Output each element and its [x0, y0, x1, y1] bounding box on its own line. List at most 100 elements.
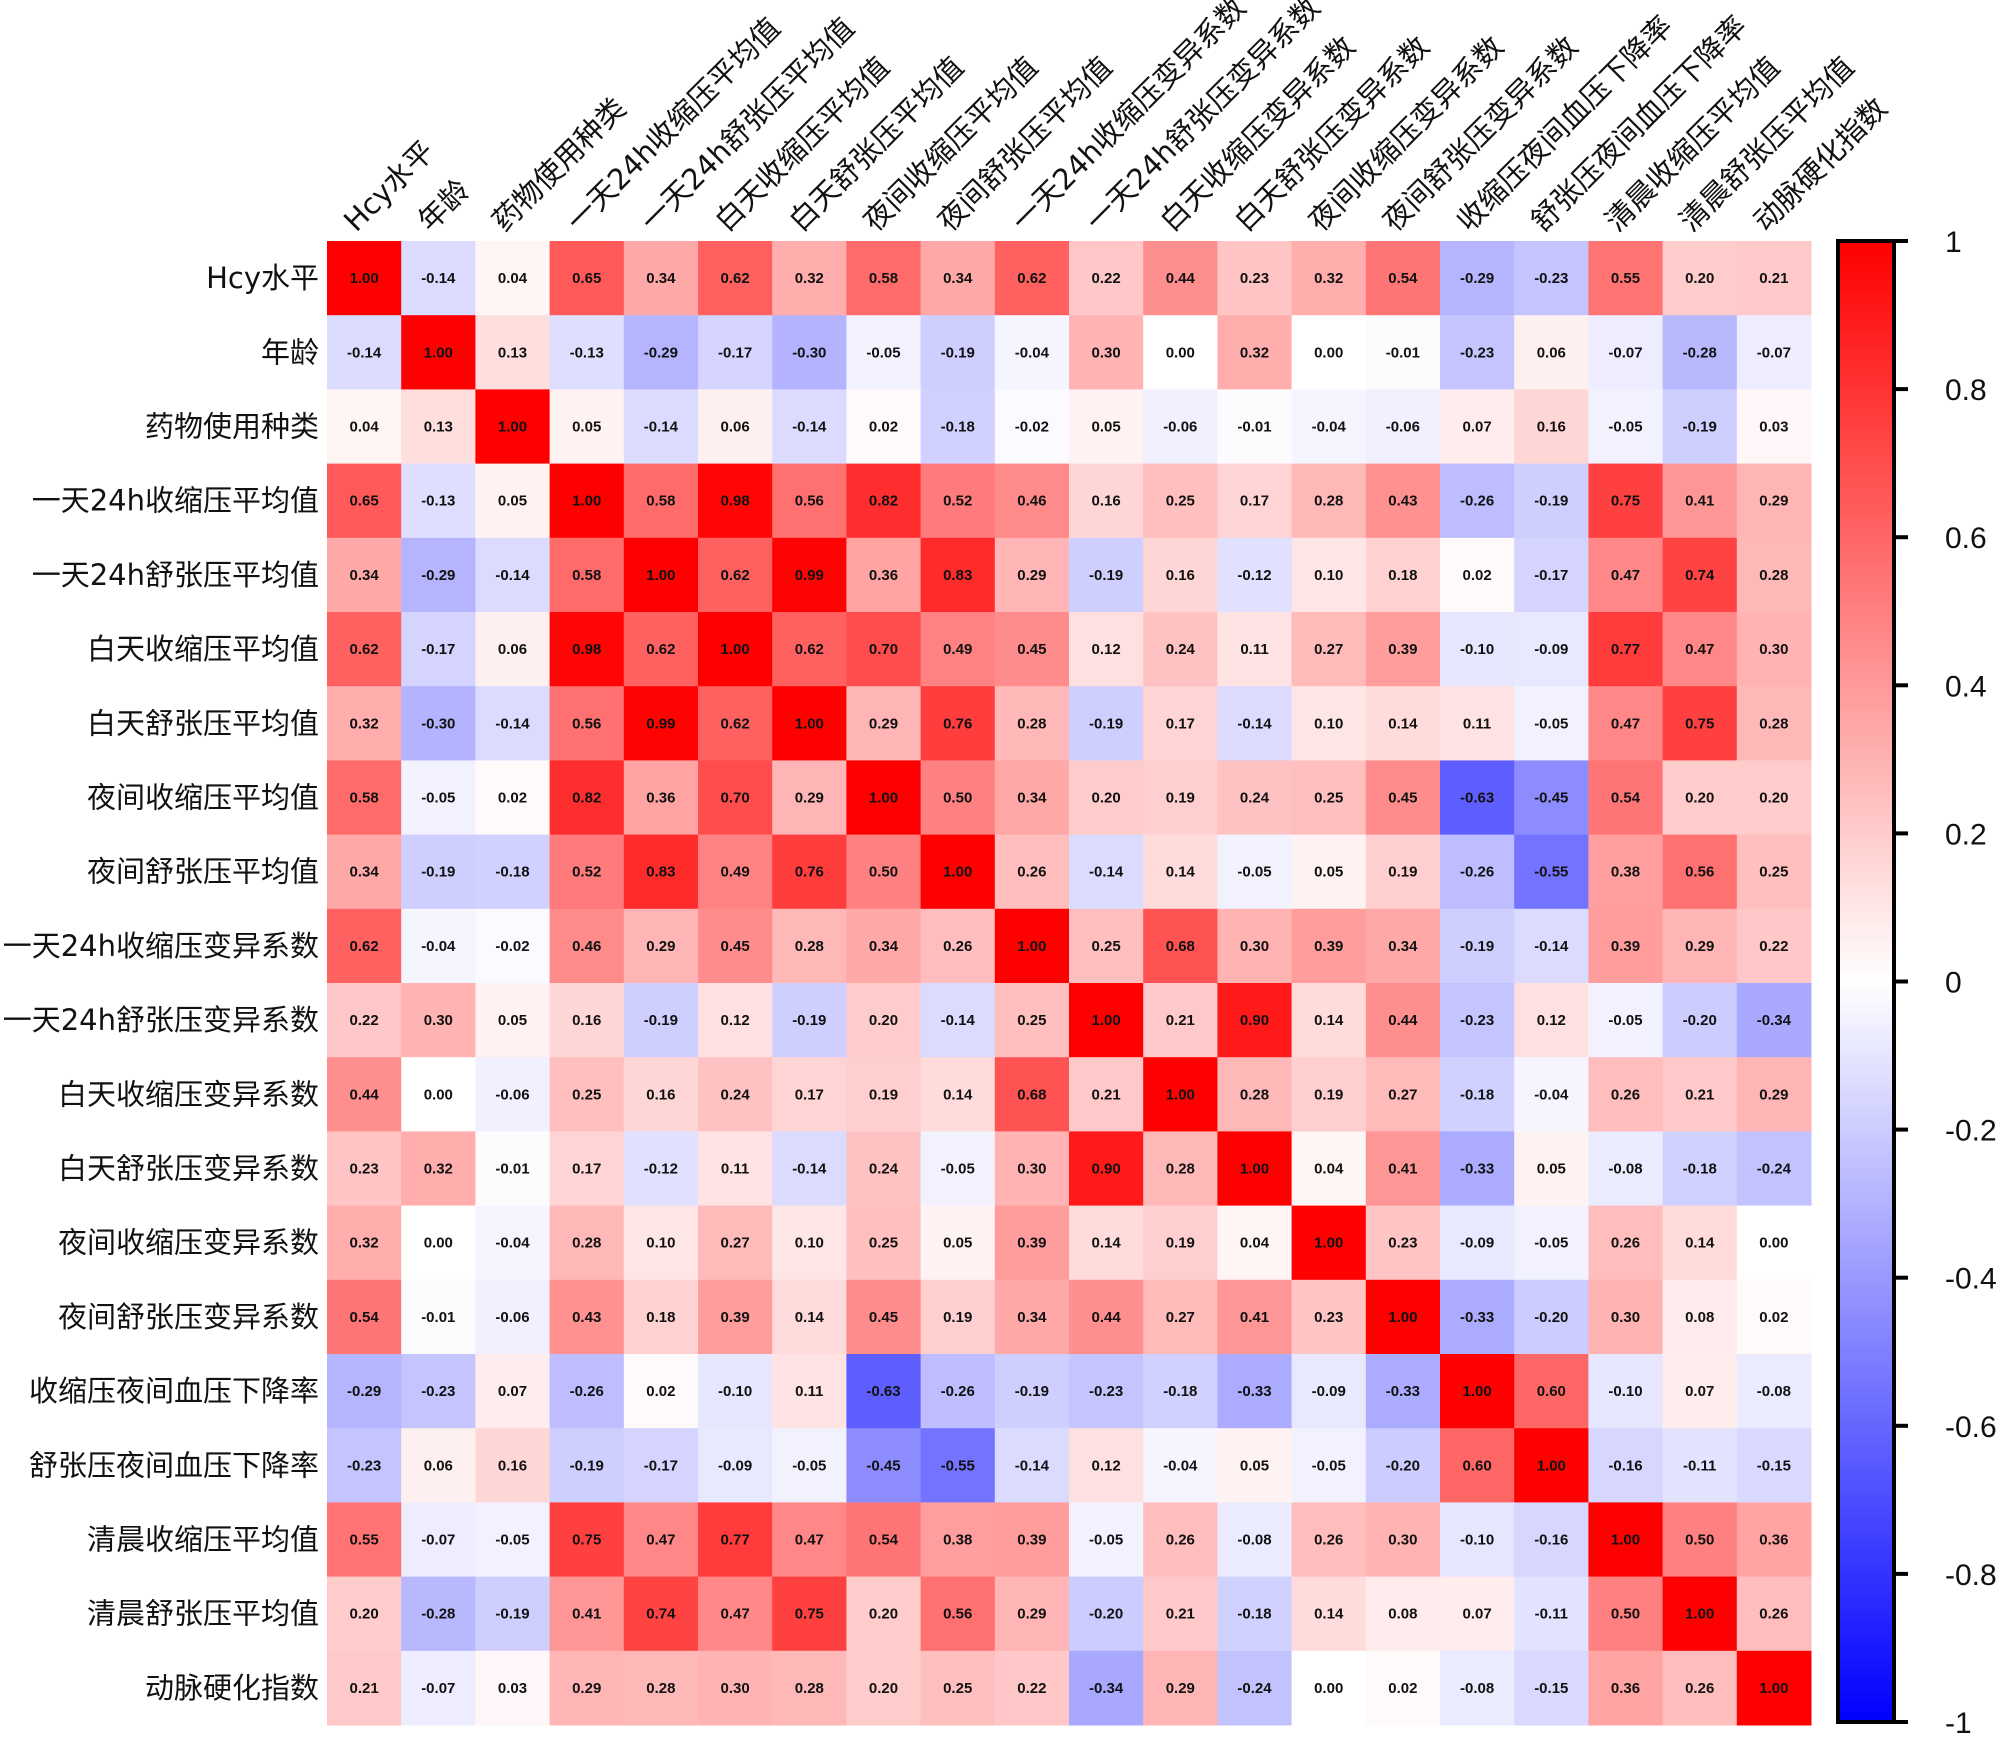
heatmap-cell: [920, 612, 996, 687]
heatmap-cell: [846, 1354, 922, 1429]
cell-value-label: 0.44: [349, 1086, 379, 1103]
heatmap-cell: [1440, 760, 1515, 836]
cell-value-label: -0.07: [1608, 344, 1642, 361]
cell-value-label: 0.04: [1240, 1235, 1270, 1252]
cell-value-label: -0.06: [495, 1309, 529, 1326]
cell-value-label: 0.36: [1759, 1532, 1788, 1549]
cell-value-label: 0.20: [869, 1012, 898, 1029]
heatmap-cell: [401, 1354, 476, 1429]
heatmap-cell: [1291, 983, 1367, 1058]
column-label: 年龄: [411, 173, 476, 238]
heatmap-cell: [772, 463, 847, 539]
heatmap-cell: [1069, 537, 1144, 613]
heatmap-cell: [549, 241, 625, 316]
cell-value-label: 0.02: [869, 419, 898, 436]
cell-value-label: 0.17: [1240, 493, 1269, 510]
cell-value-label: -0.05: [1312, 1457, 1346, 1474]
heatmap-cell: [1736, 1279, 1812, 1355]
cell-value-label: -0.05: [941, 1161, 975, 1178]
heatmap-cell: [1514, 463, 1589, 539]
cell-value-label: 0.41: [1240, 1309, 1269, 1326]
heatmap-cell: [1143, 834, 1218, 910]
heatmap-cell: [1440, 983, 1515, 1058]
cell-value-label: 0.46: [572, 938, 601, 955]
cell-value-label: 0.21: [1166, 1606, 1195, 1623]
cell-value-label: 1.00: [943, 864, 972, 881]
heatmap-cell: [698, 1131, 773, 1207]
heatmap-cell: [1217, 1205, 1293, 1281]
heatmap-cell: [401, 463, 476, 539]
heatmap-cell: [475, 834, 551, 910]
cell-value-label: -0.20: [1386, 1457, 1420, 1474]
heatmap-cell: [1365, 1576, 1441, 1652]
cell-value-label: -0.10: [1460, 1532, 1494, 1549]
cell-value-label: -0.14: [1237, 715, 1272, 732]
cell-value-label: -0.18: [495, 864, 529, 881]
heatmap-cell: [846, 463, 922, 539]
heatmap-cell: [475, 1502, 551, 1578]
heatmap-cell: [1365, 760, 1441, 836]
heatmap-cell: [475, 315, 551, 390]
cell-value-label: 0.39: [1388, 641, 1417, 658]
cell-value-label: 0.00: [1314, 1680, 1343, 1697]
heatmap-cell: [920, 1131, 996, 1207]
heatmap-cell: [401, 1205, 476, 1281]
cell-value-label: 0.05: [943, 1235, 972, 1252]
heatmap-cell: [1736, 1428, 1812, 1503]
cell-value-label: 0.27: [1166, 1309, 1195, 1326]
cell-value-label: 0.28: [1759, 567, 1788, 584]
cell-value-label: -0.14: [941, 1012, 976, 1029]
heatmap-cell: [1514, 1354, 1589, 1429]
cell-value-label: 0.29: [1017, 567, 1046, 584]
heatmap-cell: [1291, 1650, 1367, 1726]
cell-value-label: -0.33: [1460, 1309, 1494, 1326]
heatmap-cell: [994, 834, 1070, 910]
cell-value-label: 0.16: [1537, 419, 1566, 436]
heatmap-cell: [698, 983, 773, 1058]
cell-value-label: -0.26: [570, 1383, 604, 1400]
heatmap-cell: [549, 908, 625, 984]
cell-value-label: -0.04: [421, 938, 456, 955]
cell-value-label: 0.29: [646, 938, 675, 955]
heatmap-cell: [772, 389, 847, 465]
cell-value-label: 0.10: [795, 1235, 824, 1252]
heatmap-cell: [1440, 834, 1515, 910]
heatmap-cell: [1143, 983, 1218, 1058]
cell-value-label: 0.14: [1314, 1012, 1344, 1029]
cell-value-label: -0.05: [792, 1457, 826, 1474]
heatmap-cell: [623, 241, 699, 316]
cell-value-label: 1.00: [1388, 1309, 1417, 1326]
cell-value-label: 0.36: [1611, 1680, 1640, 1697]
cell-value-label: 0.41: [572, 1606, 601, 1623]
cell-value-label: 1.00: [424, 344, 453, 361]
heatmap-cell: [920, 908, 996, 984]
cell-value-label: 0.47: [646, 1532, 675, 1549]
cell-value-label: 0.21: [1759, 270, 1788, 287]
cell-value-label: 0.14: [1166, 864, 1196, 881]
cell-value-label: 0.29: [572, 1680, 601, 1697]
heatmap-cell: [1588, 1057, 1664, 1132]
heatmap-cell: [1143, 1502, 1218, 1578]
heatmap-cell: [1588, 1502, 1664, 1578]
cell-value-label: 0.25: [572, 1086, 601, 1103]
heatmap-cell: [1365, 241, 1441, 316]
heatmap-cell: [1736, 241, 1812, 316]
cell-value-label: -0.18: [1163, 1383, 1197, 1400]
cell-value-label: 0.29: [869, 715, 898, 732]
cell-value-label: 0.05: [1537, 1161, 1566, 1178]
heatmap-cell: [475, 983, 551, 1058]
heatmap-cell: [475, 1428, 551, 1503]
heatmap-cell: [327, 760, 402, 836]
heatmap-cell: [401, 315, 476, 390]
heatmap-cell: [327, 1131, 402, 1207]
cell-value-label: 1.00: [1537, 1457, 1566, 1474]
heatmap-cell: [1069, 389, 1144, 465]
heatmap-cell: [1291, 241, 1367, 316]
cell-value-label: 0.16: [572, 1012, 601, 1029]
cell-value-label: 0.16: [1166, 567, 1195, 584]
cell-value-label: 0.39: [1611, 938, 1640, 955]
cell-value-label: 0.99: [795, 567, 824, 584]
heatmap-cell: [327, 1502, 402, 1578]
heatmap-cell: [1588, 686, 1664, 761]
cell-value-label: -0.05: [1237, 864, 1271, 881]
